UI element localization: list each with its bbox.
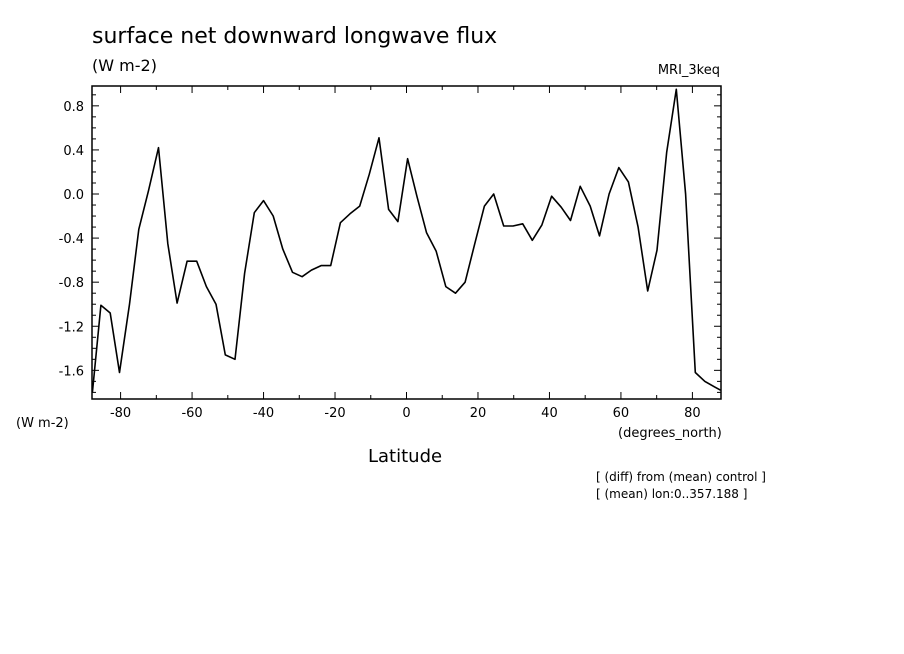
x-tick-label: -60 <box>181 406 202 421</box>
y-tick-label: 0.8 <box>63 100 84 115</box>
x-tick-label: -20 <box>324 406 345 421</box>
y-tick-label: -1.6 <box>59 364 84 379</box>
chart-title: surface net downward longwave flux <box>92 24 498 49</box>
y-tick-label: 0.4 <box>63 144 84 159</box>
x-tick-label: 80 <box>684 406 701 421</box>
x-axis-label: Latitude <box>368 446 443 467</box>
y-tick-label: -0.4 <box>59 232 84 247</box>
note-diff: [ (diff) from (mean) control ] <box>596 470 766 484</box>
chart-units: (W m-2) <box>92 56 157 75</box>
x-tick-label: 20 <box>470 406 487 421</box>
model-label: MRI_3keq <box>657 63 720 78</box>
x-tick-label: -80 <box>110 406 131 421</box>
x-axis-ticks: -80 -60 -40 -20 0 20 40 60 80 <box>110 86 701 421</box>
x-tick-label: 0 <box>402 406 410 421</box>
note-mean: [ (mean) lon:0..357.188 ] <box>596 487 748 501</box>
plot-frame <box>91 85 722 400</box>
x-tick-label: 40 <box>541 406 558 421</box>
y-tick-label: 0.0 <box>63 188 84 203</box>
series-group <box>91 88 721 393</box>
y-axis-ticks: 0.8 0.4 0.0 -0.4 -0.8 -1.2 -1.6 <box>59 94 721 393</box>
y-tick-label: -1.2 <box>59 320 84 335</box>
x-axis-unit: (degrees_north) <box>618 426 722 441</box>
x-tick-label: 60 <box>613 406 630 421</box>
y-tick-label: -0.8 <box>59 276 84 291</box>
x-tick-label: -40 <box>253 406 274 421</box>
series-line <box>91 88 721 393</box>
y-axis-unit: (W m-2) <box>16 416 69 431</box>
